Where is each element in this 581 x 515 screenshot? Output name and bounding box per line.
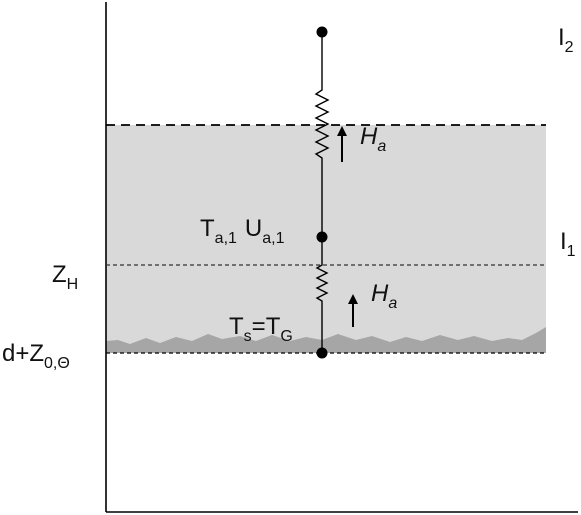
ground-surface <box>106 327 546 353</box>
flux-label-upper: Ha <box>360 123 386 155</box>
layer-label-i1: I1 <box>560 228 576 260</box>
height-label-surface: d+Z0,Θ <box>2 340 70 372</box>
surface-node <box>316 347 328 359</box>
flux-label-lower: Ha <box>371 280 397 312</box>
air-node-label: Ta,1 Ua,1 <box>200 215 285 247</box>
height-label-zh: ZH <box>52 261 78 293</box>
upper-node <box>316 26 328 38</box>
flux-lower-arrow-head <box>348 294 358 304</box>
air-node <box>316 231 328 243</box>
surface-node-label: Ts=TG <box>229 313 293 345</box>
upper-resistance-wire <box>314 32 330 237</box>
flux-upper-arrow-head <box>337 126 347 136</box>
lower-resistance-wire <box>315 237 329 353</box>
layer-label-i2: I2 <box>558 24 574 56</box>
